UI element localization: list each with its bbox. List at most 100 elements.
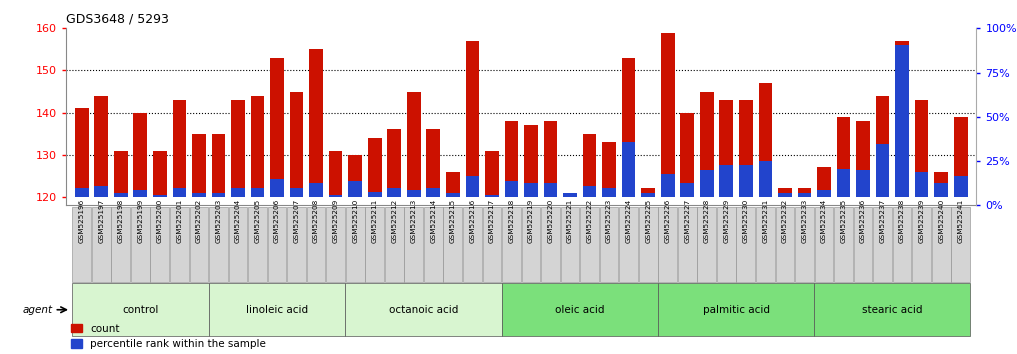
Bar [368, 192, 381, 197]
FancyBboxPatch shape [501, 283, 658, 336]
FancyBboxPatch shape [189, 207, 208, 282]
Bar [212, 134, 226, 197]
Bar [915, 100, 929, 197]
Text: GSM525211: GSM525211 [372, 199, 377, 243]
FancyBboxPatch shape [424, 207, 442, 282]
Bar [153, 195, 167, 197]
Text: stearic acid: stearic acid [862, 305, 922, 315]
Bar [817, 190, 831, 197]
FancyBboxPatch shape [463, 207, 482, 282]
Bar [75, 188, 88, 197]
FancyBboxPatch shape [815, 207, 833, 282]
FancyBboxPatch shape [384, 207, 404, 282]
Bar [231, 188, 245, 197]
Text: GSM525214: GSM525214 [430, 199, 436, 243]
FancyBboxPatch shape [717, 207, 735, 282]
FancyBboxPatch shape [658, 283, 815, 336]
FancyBboxPatch shape [112, 207, 130, 282]
Bar [95, 186, 108, 197]
Bar [876, 96, 890, 197]
Text: GSM525239: GSM525239 [918, 199, 924, 243]
Bar [133, 113, 147, 197]
Bar [446, 172, 460, 197]
Text: palmitic acid: palmitic acid [703, 305, 770, 315]
FancyBboxPatch shape [541, 207, 560, 282]
Bar [309, 183, 323, 197]
Bar [661, 33, 674, 197]
FancyBboxPatch shape [776, 207, 794, 282]
Bar [642, 193, 655, 197]
Bar [114, 150, 127, 197]
Text: GSM525204: GSM525204 [235, 199, 241, 243]
Text: GSM525221: GSM525221 [567, 199, 573, 243]
FancyBboxPatch shape [951, 207, 970, 282]
Bar [133, 190, 147, 197]
Bar [719, 100, 733, 197]
Bar [524, 183, 538, 197]
Bar [75, 108, 88, 197]
Text: GSM525228: GSM525228 [704, 199, 710, 243]
FancyBboxPatch shape [522, 207, 540, 282]
Text: GDS3648 / 5293: GDS3648 / 5293 [66, 13, 169, 26]
Bar [895, 41, 909, 197]
Bar [387, 188, 401, 197]
Text: GSM525220: GSM525220 [547, 199, 553, 243]
FancyBboxPatch shape [267, 207, 287, 282]
FancyBboxPatch shape [736, 207, 756, 282]
Text: GSM525229: GSM525229 [723, 199, 729, 243]
Bar [621, 142, 636, 197]
Bar [544, 121, 557, 197]
Text: GSM525219: GSM525219 [528, 199, 534, 243]
Text: GSM525205: GSM525205 [254, 199, 260, 243]
Bar [446, 193, 460, 197]
Text: GSM525217: GSM525217 [489, 199, 495, 243]
Bar [621, 58, 636, 197]
FancyBboxPatch shape [170, 207, 189, 282]
FancyBboxPatch shape [72, 283, 208, 336]
Bar [856, 121, 870, 197]
Bar [680, 183, 694, 197]
Bar [817, 167, 831, 197]
Text: GSM525202: GSM525202 [196, 199, 202, 243]
Bar [797, 188, 812, 197]
Text: GSM525209: GSM525209 [333, 199, 339, 243]
Bar [504, 121, 519, 197]
Text: GSM525196: GSM525196 [78, 199, 84, 243]
Text: oleic acid: oleic acid [555, 305, 604, 315]
Bar [544, 183, 557, 197]
Bar [290, 92, 303, 197]
FancyBboxPatch shape [131, 207, 149, 282]
FancyBboxPatch shape [795, 207, 814, 282]
FancyBboxPatch shape [815, 283, 970, 336]
Bar [426, 130, 440, 197]
Bar [563, 193, 577, 197]
Bar [524, 125, 538, 197]
Bar [935, 183, 948, 197]
Bar [466, 176, 479, 197]
Bar [778, 193, 792, 197]
Bar [504, 181, 519, 197]
FancyBboxPatch shape [365, 207, 384, 282]
Text: GSM525203: GSM525203 [216, 199, 222, 243]
FancyBboxPatch shape [678, 207, 697, 282]
Bar [271, 179, 284, 197]
FancyBboxPatch shape [834, 207, 853, 282]
Text: GSM525227: GSM525227 [684, 199, 691, 243]
Bar [485, 150, 498, 197]
Text: GSM525233: GSM525233 [801, 199, 807, 243]
Bar [271, 58, 284, 197]
Text: control: control [122, 305, 159, 315]
Text: GSM525216: GSM525216 [470, 199, 475, 243]
Text: GSM525241: GSM525241 [958, 199, 964, 243]
Bar [895, 45, 909, 197]
Text: linoleic acid: linoleic acid [246, 305, 308, 315]
Bar [954, 176, 967, 197]
Bar [173, 188, 186, 197]
FancyBboxPatch shape [151, 207, 169, 282]
Bar [349, 155, 362, 197]
Bar [192, 134, 205, 197]
Bar [739, 165, 753, 197]
Bar [309, 50, 323, 197]
Text: GSM525238: GSM525238 [899, 199, 905, 243]
Text: agent: agent [22, 305, 53, 315]
